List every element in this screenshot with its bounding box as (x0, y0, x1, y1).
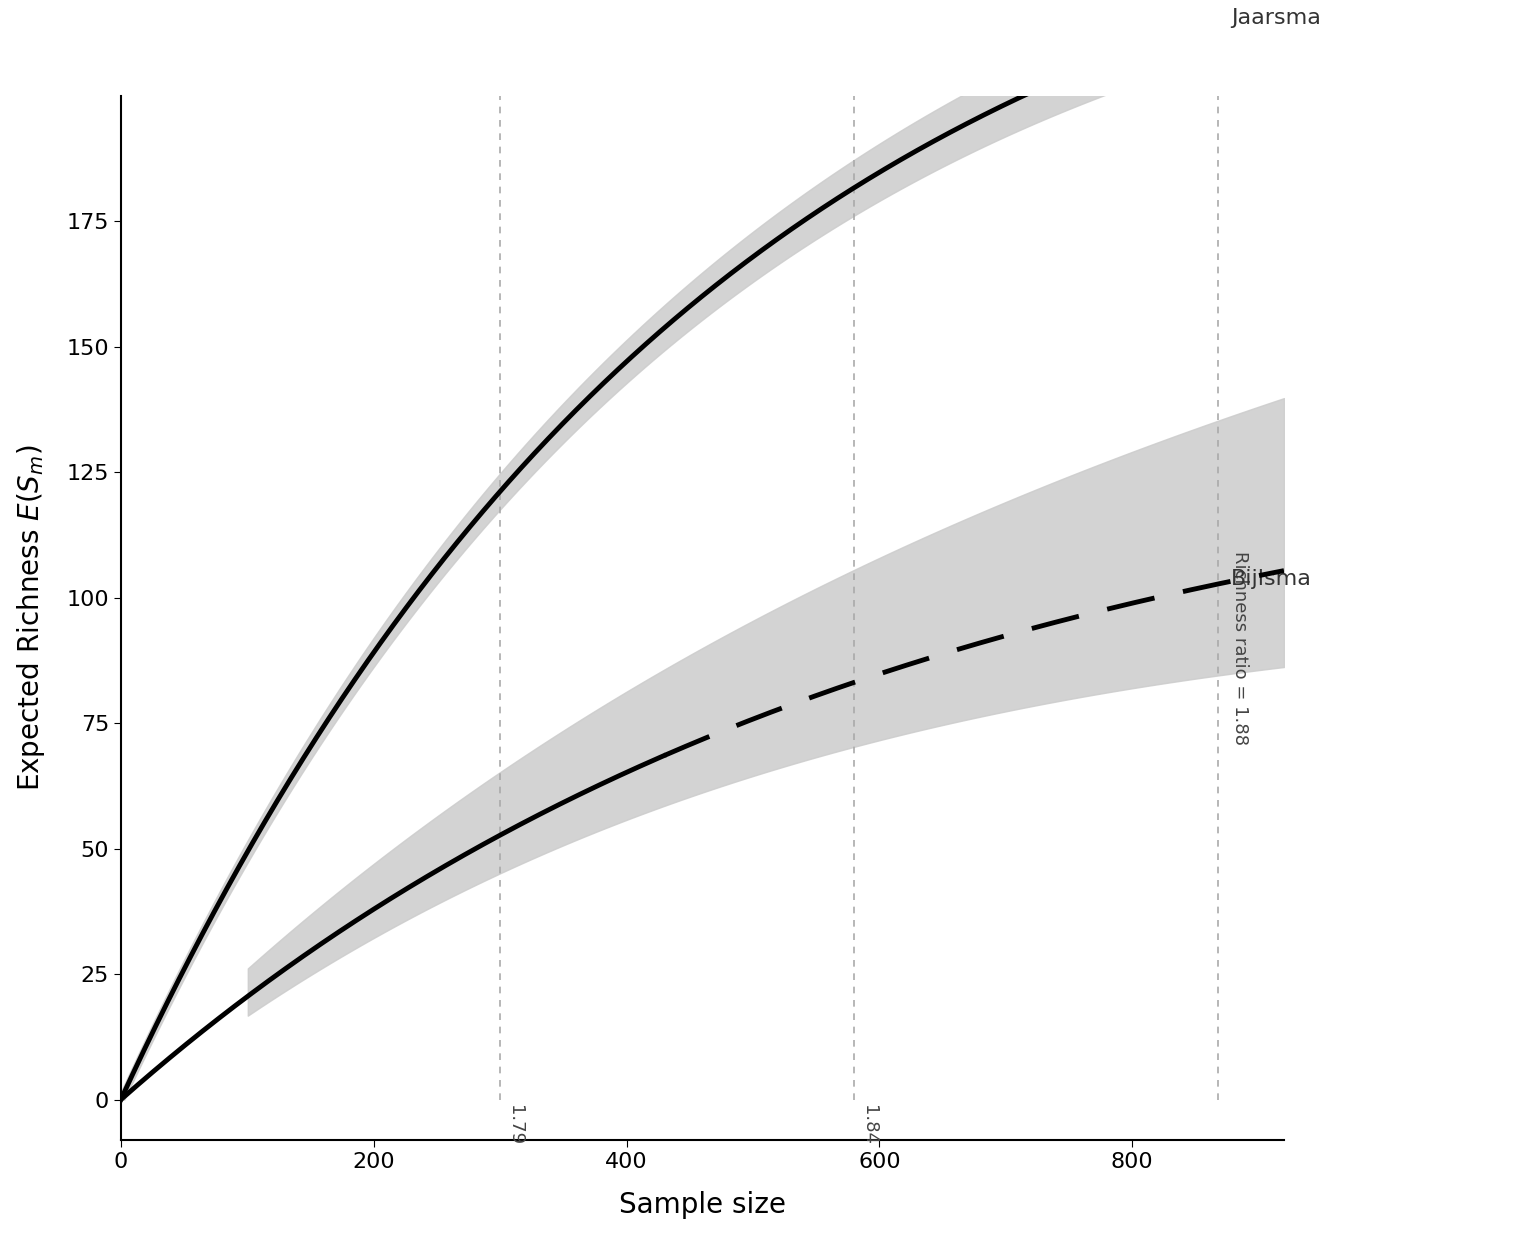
Text: 1.79: 1.79 (506, 1104, 525, 1145)
Text: Richness ratio = 1.88: Richness ratio = 1.88 (1230, 552, 1249, 745)
X-axis label: Sample size: Sample size (618, 1191, 785, 1219)
Text: Jaarsma: Jaarsma (1230, 7, 1321, 28)
Text: Bijlsma: Bijlsma (1230, 569, 1312, 589)
Y-axis label: Expected Richness $E(S_m)$: Expected Richness $E(S_m)$ (15, 444, 48, 791)
Text: 1.84: 1.84 (861, 1104, 879, 1145)
